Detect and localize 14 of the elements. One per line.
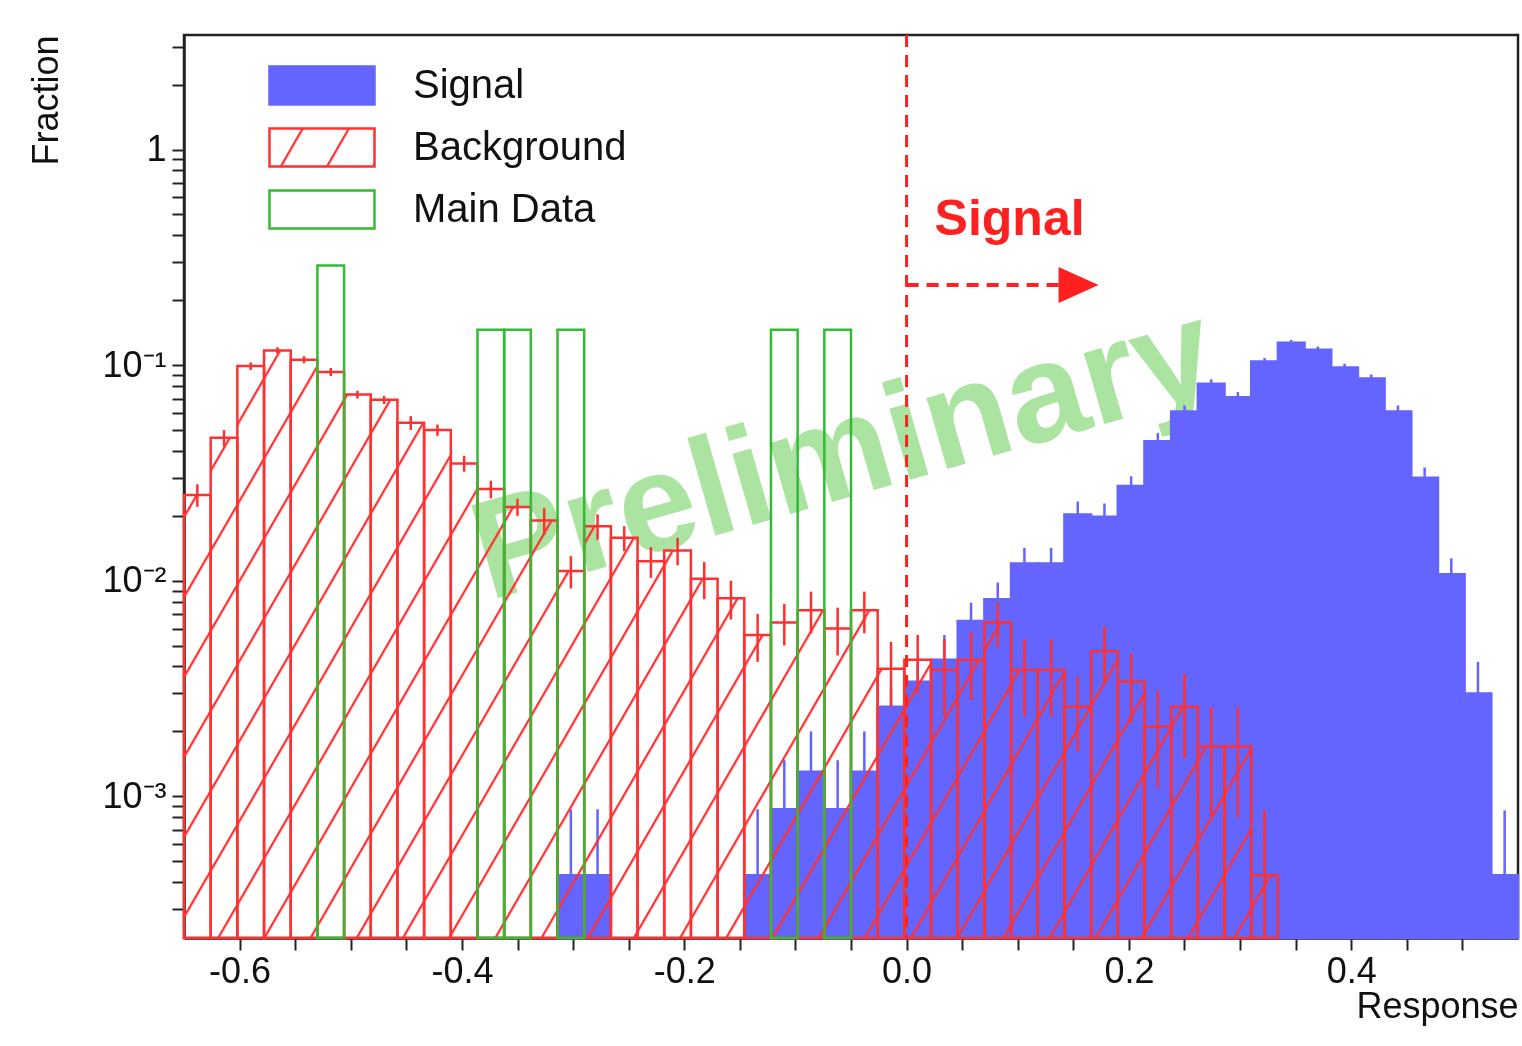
legend-label: Signal bbox=[413, 61, 525, 106]
y-tick-label: 10⁻¹ bbox=[102, 343, 167, 385]
x-tick-label: -0.2 bbox=[653, 949, 716, 991]
y-axis-title: Fraction bbox=[24, 35, 66, 166]
ref-line-label: Signal bbox=[934, 190, 1085, 246]
x-tick-label: 0.0 bbox=[882, 949, 933, 991]
legend-label: Background bbox=[413, 123, 627, 168]
x-tick-label: -0.4 bbox=[431, 949, 494, 991]
y-tick-label: 10⁻³ bbox=[102, 774, 167, 816]
y-tick-label: 1 bbox=[146, 128, 167, 170]
legend-label: Main Data bbox=[413, 185, 597, 230]
x-tick-label: 0.2 bbox=[1104, 949, 1155, 991]
y-tick-label: 10⁻² bbox=[102, 559, 167, 601]
x-tick-label: -0.6 bbox=[209, 949, 272, 991]
